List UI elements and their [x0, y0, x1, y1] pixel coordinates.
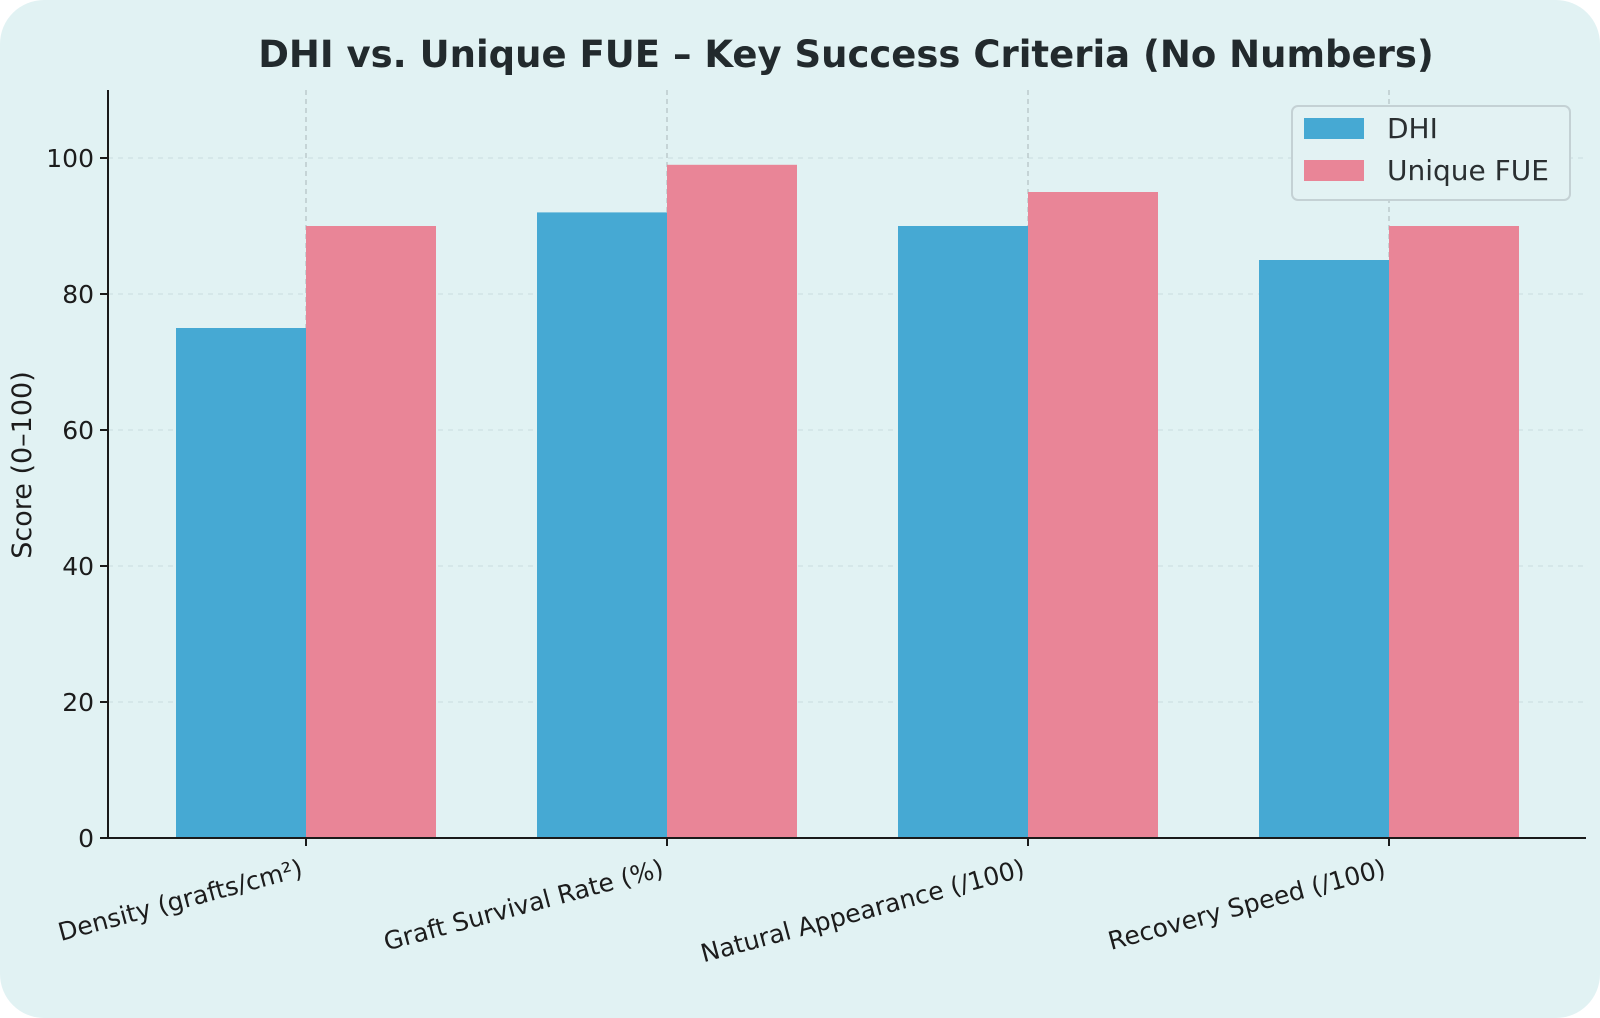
bar-unique-fue [1028, 192, 1158, 838]
y-tick-label: 80 [62, 280, 94, 309]
y-tick-label: 40 [62, 552, 94, 581]
x-tick-label: Recovery Speed (/100) [1105, 854, 1389, 956]
x-tick-label: Density (grafts/cm²) [55, 854, 306, 947]
legend-label-unique-fue: Unique FUE [1387, 154, 1549, 187]
bar-unique-fue [306, 226, 436, 838]
legend: DHI Unique FUE [1291, 105, 1571, 201]
bar-unique-fue [1389, 226, 1519, 838]
y-axis-label: Score (0–100) [7, 371, 38, 558]
x-tick-labels: Density (grafts/cm²) Graft Survival Rate … [55, 854, 1389, 968]
y-tick-label: 100 [46, 144, 94, 173]
y-tick-labels: 0 20 40 60 80 100 [46, 144, 94, 853]
axes [100, 90, 1586, 846]
x-tick-label: Natural Appearance (/100) [698, 854, 1028, 968]
bar-dhi [1259, 260, 1389, 838]
legend-swatch-unique-fue [1304, 160, 1364, 181]
chart-title: DHI vs. Unique FUE – Key Success Criteri… [258, 33, 1434, 76]
bar-dhi [537, 212, 667, 838]
bar-dhi [898, 226, 1028, 838]
legend-swatch-dhi [1304, 118, 1364, 139]
bars [176, 164, 1519, 839]
y-tick-label: 60 [62, 416, 94, 445]
legend-label-dhi: DHI [1387, 112, 1438, 145]
x-tick-label: Graft Survival Rate (%) [381, 854, 667, 957]
y-tick-label: 20 [62, 688, 94, 717]
bar-dhi [176, 328, 306, 838]
y-tick-label: 0 [78, 824, 94, 853]
bar-unique-fue [667, 164, 797, 839]
